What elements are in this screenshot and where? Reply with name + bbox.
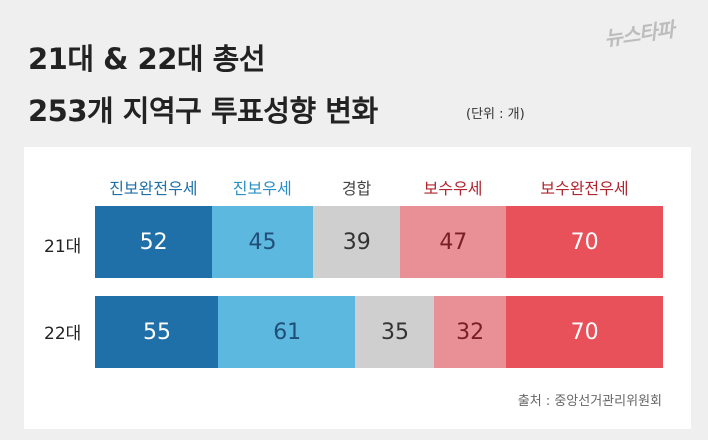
bar-segment-22-3: 35: [355, 296, 435, 368]
legend-label-1: 진보완전우세: [109, 179, 198, 198]
row-label-22: 22대: [44, 324, 82, 344]
bar-segment-22-4: 32: [434, 296, 507, 368]
chart-title-line1: 21대 & 22대 총선: [28, 42, 266, 76]
bar-segment-22-2: 61: [218, 296, 356, 368]
bar-segment-21-4: 47: [400, 206, 507, 278]
row-label-21: 21대: [44, 237, 82, 257]
bar-segment-21-3: 39: [312, 206, 401, 278]
bar-segment-21-1: 52: [95, 206, 213, 278]
legend-label-2: 진보우세: [232, 179, 292, 198]
unit-label: (단위 : 개): [466, 107, 525, 122]
bar-segment-21-2: 45: [211, 206, 314, 278]
chart-title-line2: 253개 지역구 투표성향 변화: [28, 94, 378, 128]
chart-panel: [24, 147, 691, 429]
source-note: 출처 : 중앙선거관리위원회: [517, 394, 662, 409]
brand-logo: 뉴스타파: [602, 17, 676, 51]
bar-segment-21-5: 70: [505, 206, 664, 278]
stacked-bar-21: 52 45 39 47 70: [95, 206, 664, 278]
legend-label-5: 보수완전우세: [540, 179, 629, 198]
stacked-bar-22: 55 61 35 32 70: [95, 296, 664, 368]
bar-segment-22-5: 70: [505, 296, 664, 368]
legend-label-4: 보수우세: [423, 179, 483, 198]
legend-label-3: 경합: [341, 179, 372, 198]
bar-segment-22-1: 55: [95, 296, 219, 368]
